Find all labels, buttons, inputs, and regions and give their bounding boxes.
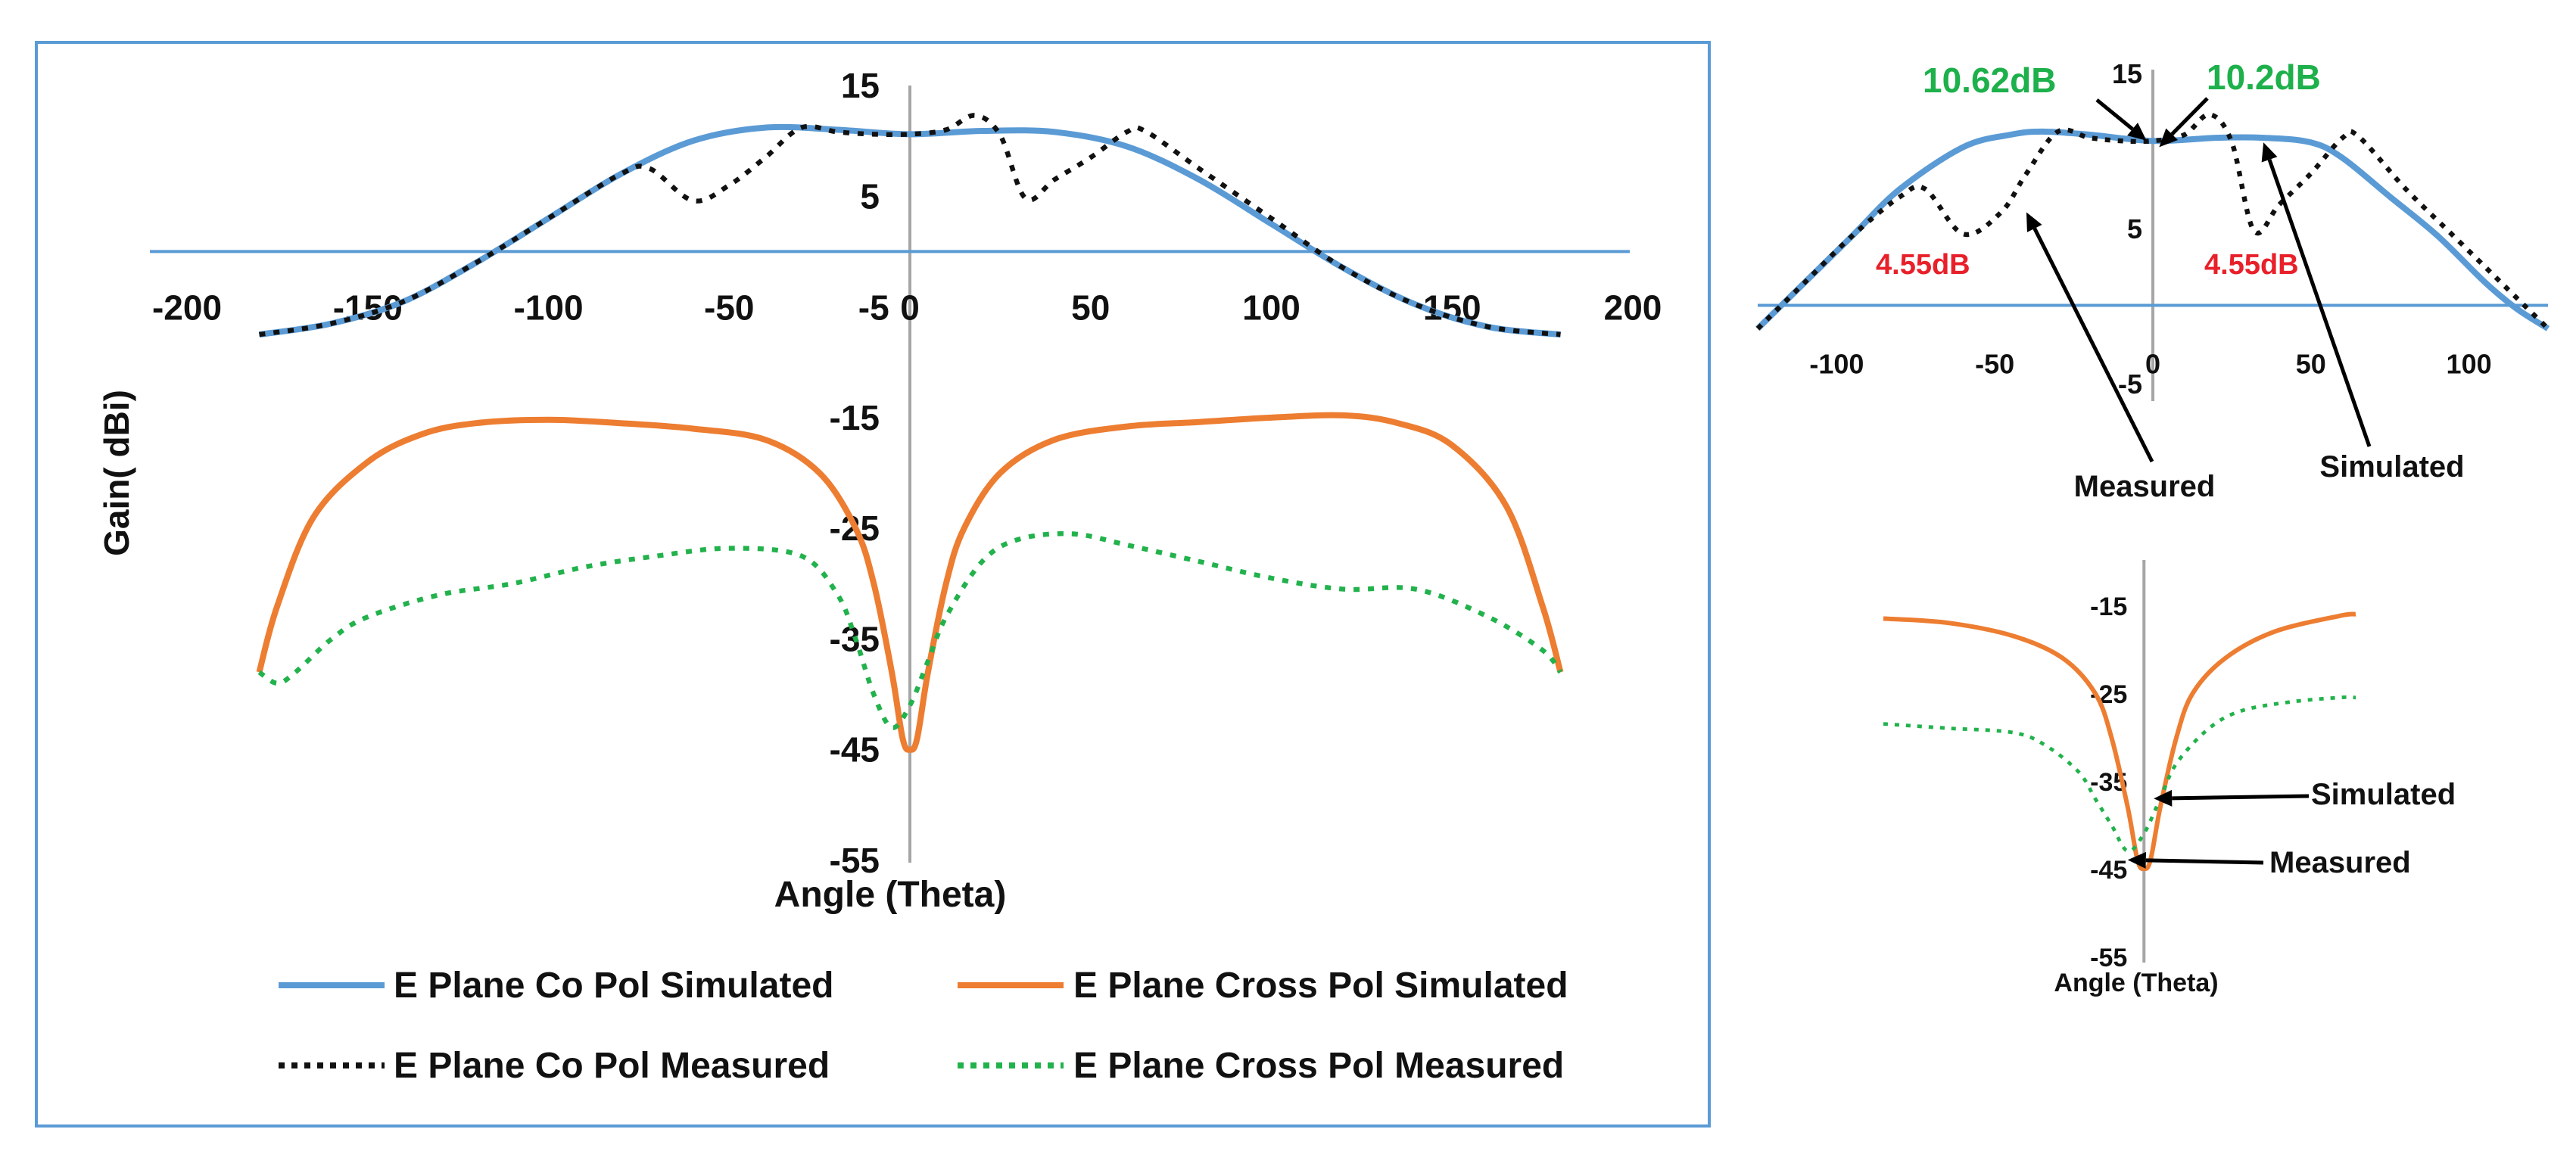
main-y-tick-label: 15 bbox=[841, 66, 880, 105]
main-x-tick-label: -50 bbox=[704, 288, 754, 327]
main-x-axis-title: Angle (Theta) bbox=[774, 875, 1007, 915]
arrow-measured-2-icon bbox=[2127, 851, 2264, 869]
inset-crosspol-y-tick-label: -55 bbox=[2090, 944, 2127, 972]
inset-copol-chart: -100 -50 0 50 100 15 5 -5 10.62dB 10.2dB 4.55dB… bbox=[1755, 58, 2550, 503]
annotation-simulated-label: Simulated bbox=[2319, 450, 2464, 484]
main-chart-legend: E Plane Co Pol Simulated E Plane Cross P… bbox=[279, 966, 1568, 1086]
legend-label-co-pol-measured: E Plane Co Pol Measured bbox=[394, 1046, 830, 1086]
main-series-e-plane-co-pol-measured bbox=[259, 113, 1561, 337]
legend-label-co-pol-simulated: E Plane Co Pol Simulated bbox=[394, 966, 833, 1006]
inset-crosspol-x-axis-title: Angle (Theta) bbox=[2054, 969, 2218, 997]
main-y-axis-title: Gain( dBi) bbox=[97, 390, 136, 556]
main-y-tick-label: -15 bbox=[830, 398, 880, 437]
inset-crosspol-arrows bbox=[2127, 789, 2310, 869]
inset-copol-x-tick-label: 50 bbox=[2296, 349, 2326, 380]
inset-crosspol-series bbox=[1883, 611, 2356, 872]
arrow-left-peak-icon bbox=[2095, 98, 2147, 141]
legend-item-co-pol-simulated: E Plane Co Pol Simulated bbox=[279, 966, 833, 1006]
legend-label-cross-pol-simulated: E Plane Cross Pol Simulated bbox=[1073, 966, 1568, 1006]
main-y-tick-label: -55 bbox=[830, 841, 880, 880]
inset-copol-axes: -100 -50 0 50 100 15 5 -5 bbox=[1758, 58, 2548, 401]
legend-item-cross-pol-simulated: E Plane Cross Pol Simulated bbox=[958, 966, 1568, 1006]
annotation-measured-label-2: Measured bbox=[2269, 846, 2411, 879]
inset-crosspol-y-tick-label: -45 bbox=[2090, 856, 2127, 885]
arrow-measured-icon-head bbox=[2026, 212, 2042, 232]
arrow-simulated-2-icon-shaft bbox=[2172, 794, 2310, 801]
legend-item-cross-pol-measured: E Plane Cross Pol Measured bbox=[958, 1046, 1564, 1086]
main-series-e-plane-cross-pol-simulated bbox=[256, 412, 1564, 753]
legend-item-co-pol-measured: E Plane Co Pol Measured bbox=[279, 1046, 830, 1086]
inset-copol-y-tick-label: 15 bbox=[2112, 58, 2142, 89]
legend-label-cross-pol-measured: E Plane Cross Pol Measured bbox=[1073, 1046, 1564, 1086]
inset-crosspol-series-simulated bbox=[1883, 611, 2356, 872]
arrow-simulated-icon-head bbox=[2261, 142, 2278, 163]
inset-copol-series-measured bbox=[1755, 112, 2550, 331]
main-chart-labels: Angle (Theta) Gain( dBi) bbox=[97, 390, 1006, 915]
main-chart: -200 -150 -100 -50 -5 0 50 100 150 200155-15-25-3… bbox=[35, 41, 1711, 1128]
main-x-tick-label: -5 bbox=[858, 288, 889, 327]
annotation-left-dip: 4.55dB bbox=[1876, 249, 1970, 281]
inset-copol-y-tick-label: 5 bbox=[2127, 213, 2142, 244]
arrow-simulated-2-icon-head bbox=[2154, 789, 2173, 807]
arrow-measured-2-icon-head bbox=[2127, 851, 2146, 869]
arrow-simulated-icon bbox=[2261, 142, 2372, 447]
arrow-simulated-2-icon bbox=[2154, 789, 2310, 807]
annotation-simulated-label-2: Simulated bbox=[2311, 778, 2456, 811]
inset-copol-arrows bbox=[2026, 97, 2372, 463]
annotation-measured-label: Measured bbox=[2074, 470, 2216, 503]
inset-copol-x-tick-label: -50 bbox=[1975, 349, 2014, 380]
arrow-right-peak-icon bbox=[2159, 97, 2209, 148]
main-x-tick-label: -100 bbox=[513, 288, 583, 327]
arrow-right-peak-icon-head bbox=[2159, 128, 2179, 148]
arrow-right-peak-icon-shaft bbox=[2170, 97, 2209, 136]
inset-crosspol-annotations: Simulated Measured bbox=[2127, 778, 2456, 879]
inset-crosspol-series-measured bbox=[1883, 695, 2356, 854]
arrow-measured-icon bbox=[2026, 212, 2154, 463]
inset-crosspol-y-tick-label: -15 bbox=[2090, 593, 2127, 621]
main-x-tick-label: -200 bbox=[152, 288, 222, 327]
main-y-tick-label: 5 bbox=[860, 176, 880, 216]
main-y-tick-label: -45 bbox=[830, 730, 880, 770]
main-x-tick-label: 50 bbox=[1071, 288, 1110, 327]
annotation-right-dip: 4.55dB bbox=[2204, 249, 2299, 281]
main-x-tick-label: 200 bbox=[1604, 288, 1662, 327]
main-x-tick-label: 0 bbox=[900, 288, 920, 327]
main-series-e-plane-cross-pol-measured bbox=[257, 530, 1563, 730]
inset-crosspol-chart: -15-25-35-45-55 Angle (Theta) Simulated … bbox=[1883, 560, 2456, 997]
arrow-left-peak-icon-head bbox=[2127, 123, 2147, 141]
inset-copol-y-tick-label: -5 bbox=[2118, 369, 2142, 400]
inset-copol-x-tick-label: 0 bbox=[2145, 349, 2160, 380]
annotation-right-peak-gain: 10.2dB bbox=[2207, 58, 2321, 97]
arrow-simulated-icon-shaft bbox=[2267, 159, 2372, 447]
arrow-left-peak-icon-shaft bbox=[2095, 98, 2134, 131]
inset-copol-x-tick-label: -100 bbox=[1809, 349, 1864, 380]
main-chart-axes: -200 -150 -100 -50 -5 0 50 100 150 200155-15-25-3… bbox=[150, 66, 1662, 880]
main-x-tick-label: 100 bbox=[1242, 288, 1300, 327]
arrow-measured-icon-shaft bbox=[2032, 227, 2154, 463]
main-chart-series bbox=[256, 113, 1564, 753]
inset-copol-x-tick-label: 100 bbox=[2447, 349, 2492, 380]
annotation-left-peak-gain: 10.62dB bbox=[1923, 61, 2056, 100]
arrow-measured-2-icon-shaft bbox=[2145, 858, 2264, 865]
inset-copol-annotations: 10.62dB 10.2dB 4.55dB 4.55dB Measured Si… bbox=[1876, 58, 2465, 503]
